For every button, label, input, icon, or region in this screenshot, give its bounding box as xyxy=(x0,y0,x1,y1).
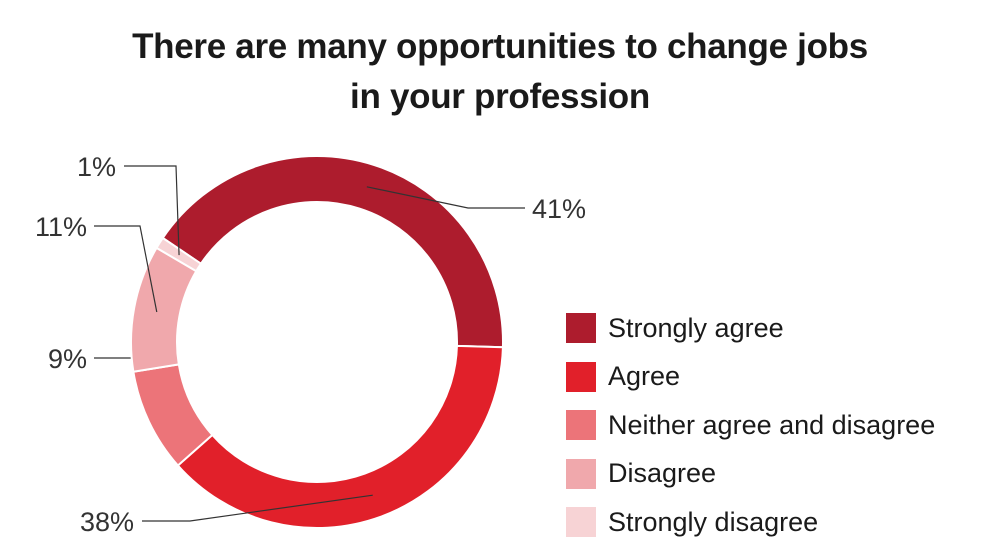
value-label-neither: 9% xyxy=(48,344,87,374)
legend-item-agree: Agree xyxy=(566,353,935,402)
leader-line-strongly-agree xyxy=(366,186,525,209)
chart-title: There are many opportunities to change j… xyxy=(0,22,1000,122)
legend-item-strongly-agree: Strongly agree xyxy=(566,304,935,353)
legend-label-disagree: Disagree xyxy=(608,458,717,489)
legend-swatch-disagree xyxy=(566,458,596,489)
value-label-strongly-disagree: 1% xyxy=(77,152,116,182)
chart-title-line-1: There are many opportunities to change j… xyxy=(132,27,868,66)
value-label-agree: 38% xyxy=(80,507,134,537)
legend-item-disagree: Disagree xyxy=(566,450,935,499)
legend-label-neither: Neither agree and disagree xyxy=(608,409,936,440)
legend-swatch-neither xyxy=(566,410,596,441)
legend-item-neither: Neither agree and disagree xyxy=(566,401,935,450)
legend-item-strongly-disagree: Strongly disagree xyxy=(566,498,935,547)
value-label-disagree: 11% xyxy=(35,212,87,242)
legend-swatch-strongly-agree xyxy=(566,313,596,344)
leader-line-strongly-disagree xyxy=(124,165,180,256)
slice-strongly-agree xyxy=(161,155,504,349)
leader-line-disagree xyxy=(94,225,158,313)
legend: Strongly agree Agree Neither agree and d… xyxy=(566,304,935,547)
value-label-strongly-agree: 41% xyxy=(532,194,586,224)
chart-title-line-2: in your profession xyxy=(350,77,650,116)
legend-swatch-agree xyxy=(566,361,596,392)
legend-label-strongly-agree: Strongly agree xyxy=(608,312,784,343)
legend-label-agree: Agree xyxy=(608,361,681,392)
legend-label-strongly-disagree: Strongly disagree xyxy=(608,506,819,537)
legend-swatch-strongly-disagree xyxy=(566,507,596,538)
leader-line-agree xyxy=(142,494,373,522)
slice-agree xyxy=(176,344,504,529)
